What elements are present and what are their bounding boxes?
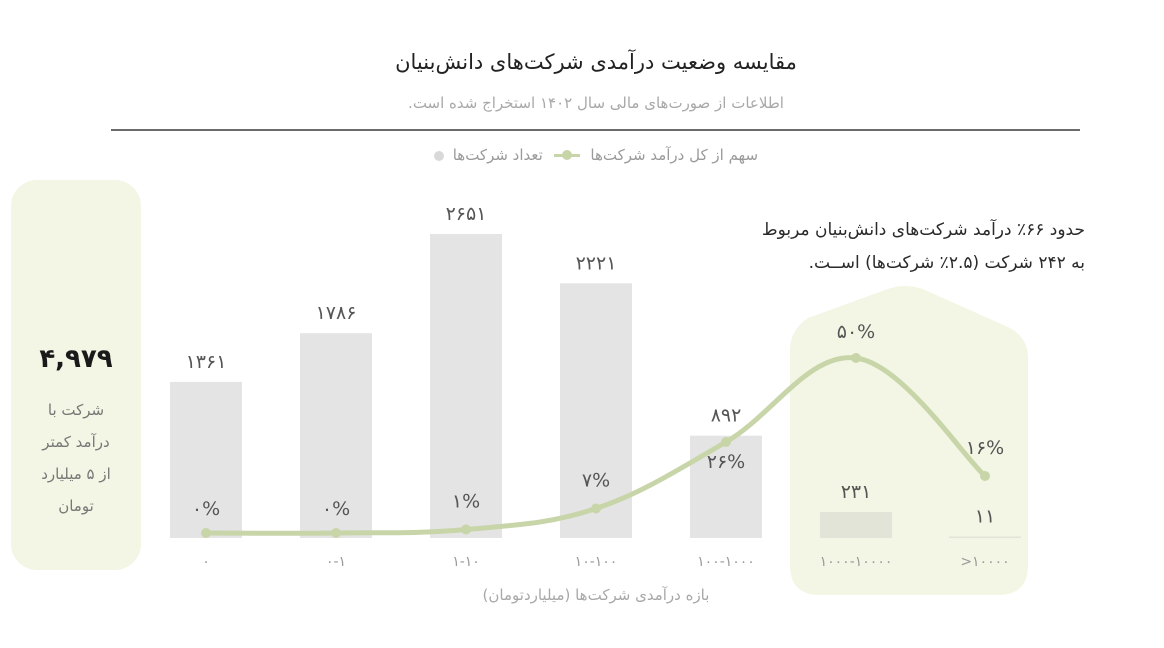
summary-line: شرکت با	[47, 401, 105, 419]
legend-bar-label: تعداد شرکت‌ها	[452, 146, 543, 164]
bar	[430, 234, 502, 538]
summary-description: شرکت با درآمد کمتر از ۵ میلیارد تومان	[11, 394, 141, 522]
x-tick-label: >۱۰۰۰۰	[960, 554, 1009, 570]
bar-value-label: ۲۶۵۱	[446, 203, 487, 225]
summary-line: تومان	[58, 497, 94, 515]
line-value-label: ۵۰%	[837, 321, 875, 343]
line-points	[201, 353, 990, 538]
x-tick-label: ۰-۱	[326, 554, 346, 570]
chart-title: مقایسه وضعیت درآمدی شرکت‌های دانش‌بنیان	[395, 50, 797, 74]
bar-series	[170, 234, 1021, 538]
legend-line-swatch-icon	[553, 150, 580, 160]
bar	[949, 536, 1021, 538]
line-point	[201, 528, 211, 538]
bar-value-label: ۱۱	[975, 506, 995, 528]
summary-card	[11, 180, 141, 570]
bar	[300, 333, 372, 538]
bar-value-label: ۲۲۲۱	[576, 252, 617, 274]
line-value-label: ۰%	[322, 498, 350, 520]
x-tick-label: ۱۰-۱۰۰	[575, 554, 618, 570]
summary-line: درآمد کمتر	[42, 433, 110, 451]
x-axis-label: بازه درآمدی شرکت‌ها (میلیاردتومان)	[482, 586, 710, 604]
x-tick-label: ۱۰۰۰-۱۰۰۰۰	[820, 554, 893, 570]
line-point	[591, 503, 601, 514]
line-point	[721, 437, 731, 447]
legend-line-label: سهم از کل درآمد شرکت‌ها	[590, 146, 759, 164]
line-value-label: ۱۶%	[966, 437, 1004, 459]
bar-value-label: ۱۷۸۶	[316, 302, 357, 324]
line-point	[980, 471, 990, 481]
bar-value-label: ۲۳۱	[841, 481, 872, 503]
x-tick-label: ۰	[202, 554, 210, 570]
bar	[690, 435, 762, 538]
annotation-line: حدود ۶۶٪ درآمد شرکت‌های دانش‌بنیان مربوط	[761, 220, 1085, 240]
line-value-label: ۰%	[192, 498, 220, 520]
x-tick-label: ۱۰۰-۱۰۰۰	[697, 554, 755, 570]
line-value-label: ۲۶%	[707, 451, 745, 473]
header-divider	[111, 129, 1080, 131]
line-point	[851, 353, 861, 363]
line-point	[331, 528, 341, 538]
summary-value: ۴,۹۷۹	[39, 344, 113, 374]
annotation-line: به ۲۴۲ شرکت (۲.۵٪ شرکت‌ها) اســت.	[808, 253, 1085, 273]
data-labels: ۱۳۶۱ ۰ ۱۷۸۶ ۰-۱ ۲۶۵۱ ۱-۱۰ ۲۲۲۱ ۱۰-۱۰۰ ۸۹۲ ۱۰۰-۱۰۰…	[186, 203, 1010, 570]
line-point	[461, 524, 471, 535]
bar	[560, 283, 632, 538]
summary-line: از ۵ میلیارد	[41, 465, 111, 483]
line-value-label: ۷%	[582, 470, 610, 492]
bar	[170, 381, 242, 538]
bar	[820, 512, 892, 538]
bar-value-label: ۱۳۶۱	[186, 351, 227, 373]
legend-bar-swatch-icon	[433, 150, 444, 161]
annotation: حدود ۶۶٪ درآمد شرکت‌های دانش‌بنیان مربوط…	[690, 214, 1085, 280]
chart-subtitle: اطلاعات از صورت‌های مالی سال ۱۴۰۲ استخرا…	[408, 94, 784, 112]
legend: سهم از کل درآمد شرکت‌ها تعداد شرکت‌ها	[0, 146, 1164, 164]
line-value-label: ۱%	[452, 491, 480, 513]
bar-value-label: ۸۹۲	[711, 405, 742, 427]
x-tick-label: ۱-۱۰	[452, 554, 480, 570]
